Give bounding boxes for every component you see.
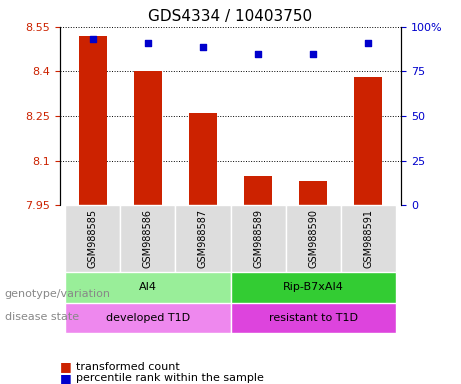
Bar — [65, 272, 230, 303]
Text: GSM988589: GSM988589 — [253, 209, 263, 268]
Title: GDS4334 / 10403750: GDS4334 / 10403750 — [148, 9, 313, 24]
Text: ■: ■ — [60, 372, 71, 384]
FancyBboxPatch shape — [120, 205, 176, 272]
Point — [364, 40, 372, 46]
Point — [199, 43, 207, 50]
Bar — [65, 303, 230, 333]
Bar — [189, 113, 217, 205]
Text: GSM988585: GSM988585 — [88, 209, 98, 268]
Text: transformed count: transformed count — [76, 362, 180, 372]
Text: GSM988587: GSM988587 — [198, 209, 208, 268]
Text: disease state: disease state — [5, 312, 79, 322]
Text: resistant to T1D: resistant to T1D — [269, 313, 358, 323]
Bar — [355, 78, 382, 205]
Point — [254, 51, 262, 57]
Bar — [299, 182, 327, 205]
Bar — [244, 175, 272, 205]
Bar — [230, 303, 396, 333]
Bar — [230, 272, 396, 303]
Text: ■: ■ — [60, 360, 71, 373]
Text: GSM988591: GSM988591 — [363, 209, 373, 268]
Point — [89, 36, 97, 43]
Bar — [134, 71, 162, 205]
Text: GSM988586: GSM988586 — [143, 209, 153, 268]
FancyBboxPatch shape — [230, 205, 285, 272]
FancyBboxPatch shape — [285, 205, 341, 272]
Point — [144, 40, 152, 46]
FancyBboxPatch shape — [176, 205, 230, 272]
Text: genotype/variation: genotype/variation — [5, 289, 111, 299]
Text: GSM988590: GSM988590 — [308, 209, 318, 268]
Bar — [79, 36, 106, 205]
Text: Rip-B7xAI4: Rip-B7xAI4 — [283, 283, 343, 293]
Text: AI4: AI4 — [139, 283, 157, 293]
Text: developed T1D: developed T1D — [106, 313, 190, 323]
FancyBboxPatch shape — [65, 205, 120, 272]
Text: percentile rank within the sample: percentile rank within the sample — [76, 373, 264, 383]
FancyBboxPatch shape — [341, 205, 396, 272]
Point — [309, 51, 317, 57]
